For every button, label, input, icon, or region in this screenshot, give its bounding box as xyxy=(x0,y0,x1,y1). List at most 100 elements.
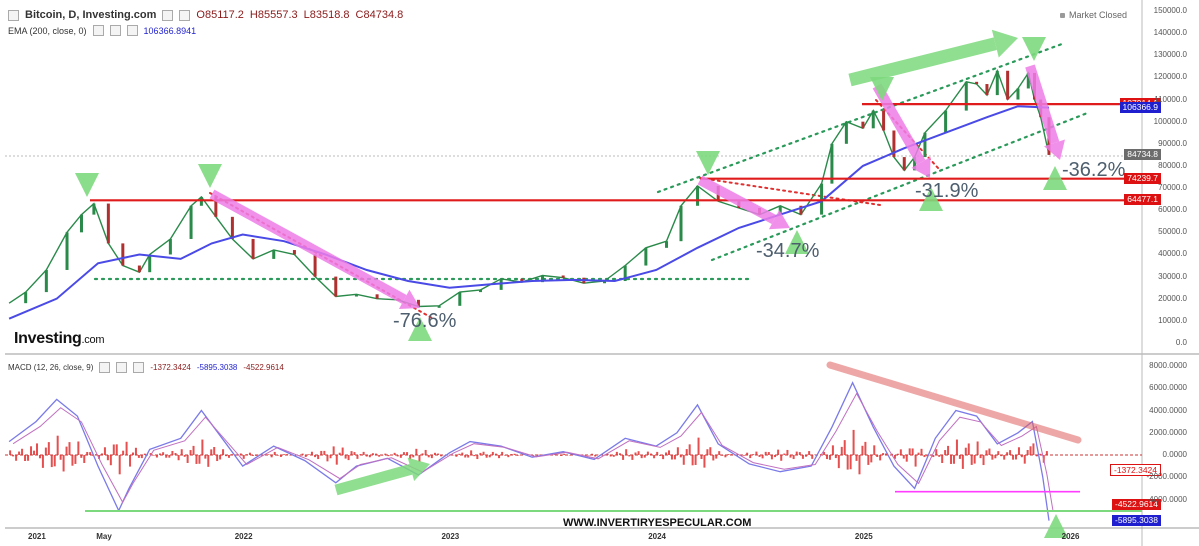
macd-histogram-bar xyxy=(679,455,682,458)
macd-histogram-bar xyxy=(882,453,885,455)
macd-axis-tick-label: -2000.0000 xyxy=(1146,472,1187,482)
price-candle xyxy=(65,232,69,270)
trend-line-2 xyxy=(656,42,1064,194)
settings-icon[interactable] xyxy=(116,362,128,373)
ema-value: 106366.8941 xyxy=(143,25,197,36)
macd-histogram-bar xyxy=(412,455,415,458)
macd-histogram-bar xyxy=(393,452,396,455)
pink-arrow-1 xyxy=(209,189,420,309)
macd-histogram-bar xyxy=(902,455,905,459)
macd-histogram-bar xyxy=(470,450,473,455)
y-axis-tick-label: 90000.0 xyxy=(1158,138,1187,148)
price-candle xyxy=(679,205,683,242)
macd-histogram-bar xyxy=(50,455,53,468)
macd-histogram-bar xyxy=(103,447,106,455)
macd-histogram-bar xyxy=(855,455,858,461)
price-candle xyxy=(121,243,125,266)
macd-histogram-bar xyxy=(427,455,430,458)
price-candle xyxy=(975,81,979,85)
macd-histogram-bar xyxy=(115,444,118,455)
trough-marker-2 xyxy=(785,230,809,254)
macd-histogram-bar xyxy=(195,455,198,464)
macd-histogram-bar xyxy=(905,455,908,462)
annotation-drop-4: -36.2% xyxy=(1062,159,1126,181)
macd-histogram-bar xyxy=(991,455,994,460)
macd-histogram-bar xyxy=(44,447,47,455)
macd-histogram-bar xyxy=(378,455,381,457)
symbol-title: Bitcoin, D, Investing.com xyxy=(25,9,157,21)
macd-histogram-bar xyxy=(356,455,359,459)
macd-histogram-bar xyxy=(997,451,1000,455)
macd-histogram-bar xyxy=(811,455,814,459)
macd-histogram-bar xyxy=(1006,452,1009,455)
eye-icon[interactable] xyxy=(99,362,111,373)
macd-histogram-bar xyxy=(68,442,71,455)
macd-histogram-bar xyxy=(317,455,320,460)
settings-icon[interactable] xyxy=(109,25,121,36)
macd-histogram-bar xyxy=(1000,455,1003,457)
macd-histogram-bar xyxy=(885,453,888,455)
green-arrow-top-head xyxy=(991,29,1018,58)
price-header: Bitcoin, D, Investing.com O85117.2 H8555… xyxy=(8,9,403,21)
macd-histogram-bar xyxy=(155,455,158,458)
macd-histogram-bar xyxy=(876,455,879,457)
macd-histogram-bar xyxy=(344,455,347,459)
price-candle xyxy=(603,281,607,284)
macd-histogram-bar xyxy=(1045,451,1048,455)
macd-histogram-bar xyxy=(418,455,421,462)
macd-histogram-bar xyxy=(917,452,920,455)
macd-histogram-bar xyxy=(1015,455,1018,460)
price-candle xyxy=(964,81,968,111)
peak-marker-3 xyxy=(696,151,720,175)
y-axis-tick-label: 70000.0 xyxy=(1158,183,1187,193)
macd-label: MACD (12, 26, close, 9) xyxy=(8,363,94,372)
ema-series-line xyxy=(8,105,1050,320)
price-candle xyxy=(354,294,358,297)
macd-axis-tick-label: 2000.0000 xyxy=(1149,427,1187,437)
macd-histogram-bar xyxy=(165,455,168,458)
macd-histogram-bar xyxy=(697,437,700,455)
macd-histogram-bar xyxy=(198,455,201,464)
close-icon[interactable] xyxy=(126,25,138,36)
macd-histogram-bar xyxy=(213,447,216,455)
price-candle xyxy=(882,110,886,131)
price-candle xyxy=(844,121,848,144)
peak-marker-5 xyxy=(1022,37,1046,61)
macd-histogram-bar xyxy=(353,452,356,455)
macd-histogram-bar xyxy=(628,455,631,457)
macd-histogram-bar xyxy=(59,455,62,460)
y-axis-tick-label: 60000.0 xyxy=(1158,205,1187,215)
annotation-drop-3: -31.9% xyxy=(915,180,979,202)
y-axis-tick-label: 100000.0 xyxy=(1153,116,1187,126)
settings-icon[interactable] xyxy=(179,9,191,21)
macd-histogram-bar xyxy=(700,455,703,459)
macd-value-2: -5895.3038 xyxy=(196,363,238,372)
macd-histogram-bar xyxy=(958,455,961,459)
y-axis-tick-label: 110000.0 xyxy=(1154,94,1187,104)
macd-histogram-bar xyxy=(273,451,276,455)
y-axis-tick-label: 30000.0 xyxy=(1158,271,1187,281)
macd-histogram-bar xyxy=(118,455,121,475)
close-icon[interactable] xyxy=(133,362,145,373)
eye-icon[interactable] xyxy=(92,25,104,36)
macd-histogram-bar xyxy=(703,455,706,468)
macd-histogram-bar xyxy=(207,455,210,467)
macd-histogram-bar xyxy=(350,451,353,455)
macd-histogram-bar xyxy=(30,446,33,455)
price-candle xyxy=(214,196,218,217)
macd-histogram-bar xyxy=(371,453,374,455)
macd-histogram-bar xyxy=(21,448,24,455)
macd-histogram-bar xyxy=(823,451,826,455)
macd-histogram-bar xyxy=(625,449,628,455)
macd-histogram-bar xyxy=(758,455,761,457)
price-candle xyxy=(861,121,865,129)
macd-histogram-bar xyxy=(33,450,36,455)
macd-histogram-bar xyxy=(727,454,730,455)
price-candle xyxy=(313,254,317,277)
eye-icon[interactable] xyxy=(162,9,174,21)
y-axis-tick-label: 0.0 xyxy=(1175,338,1187,347)
macd-histogram-bar xyxy=(1039,453,1042,455)
macd-histogram-bar xyxy=(15,455,18,461)
collapse-icon[interactable] xyxy=(8,9,19,21)
ema-label: EMA (200, close, 0) xyxy=(8,25,87,36)
